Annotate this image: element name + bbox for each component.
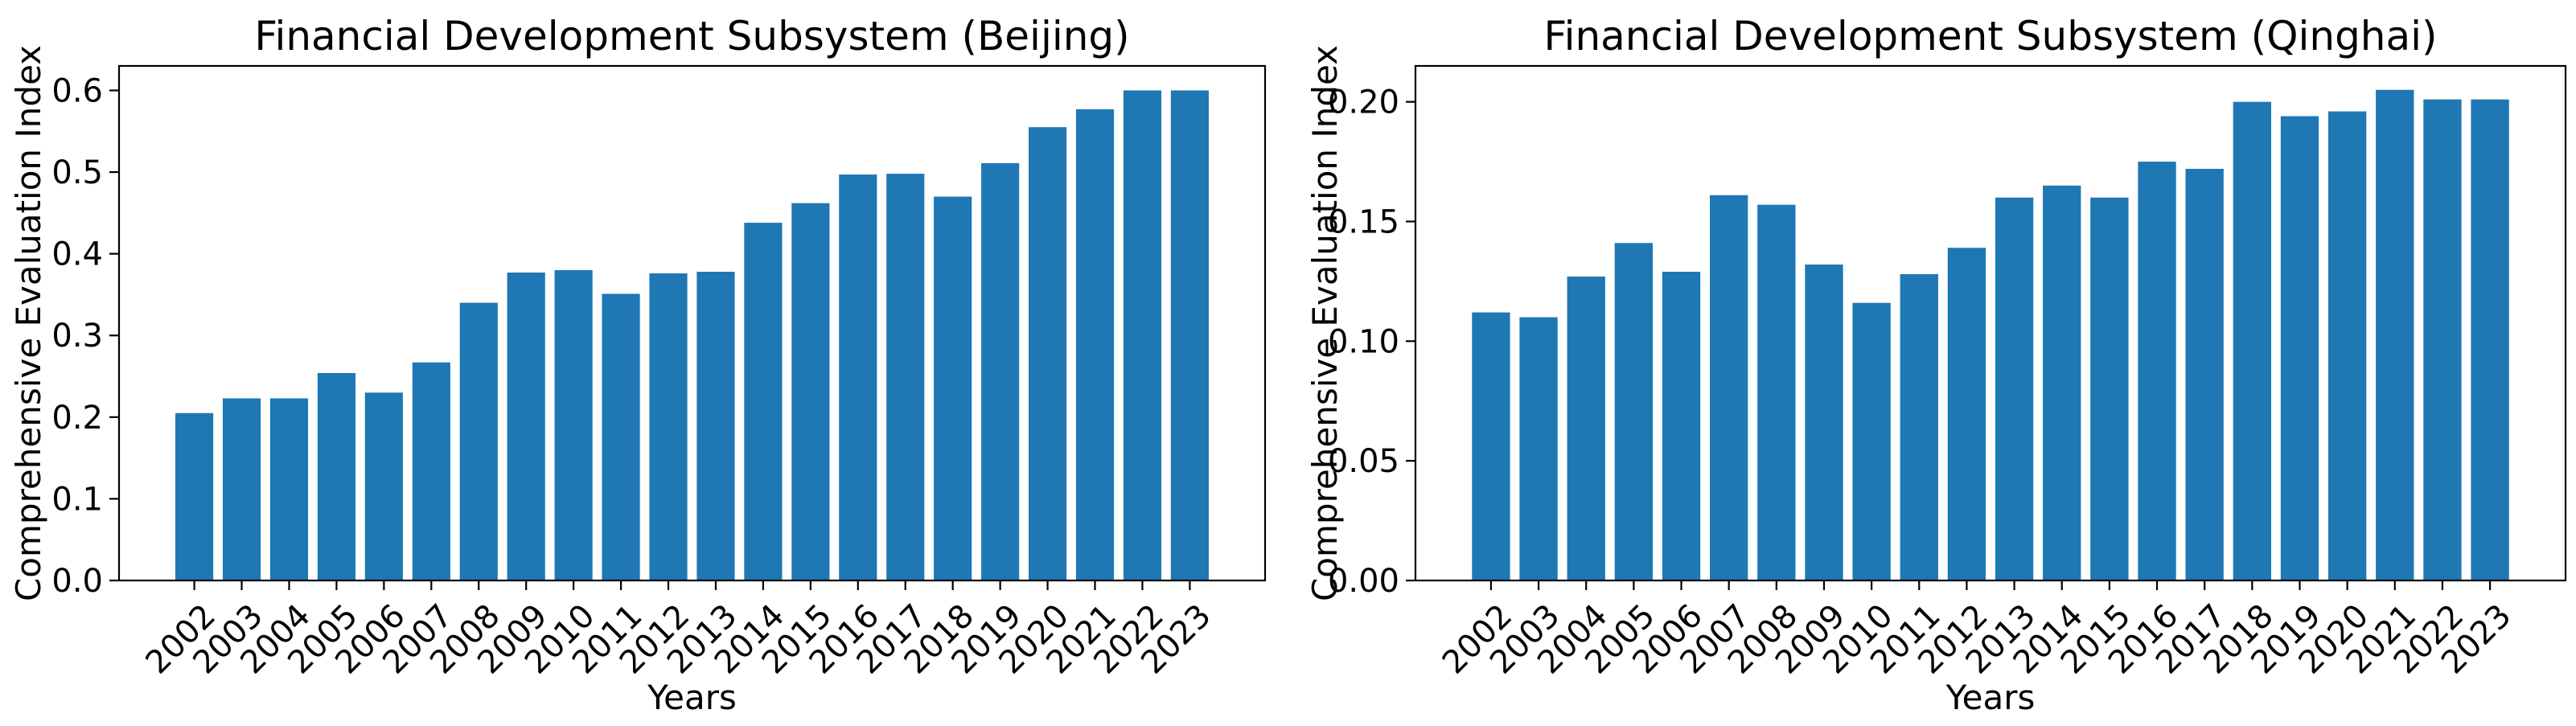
plot-frame — [117, 64, 1267, 582]
y-tick-label: 0.2 — [51, 400, 103, 437]
bar-2007 — [412, 362, 450, 580]
bar-2020 — [1029, 127, 1067, 580]
bar-2006 — [1662, 272, 1701, 580]
y-axis-label: Comprehensive Evaluation Index — [1305, 45, 1345, 601]
bar-2015 — [791, 203, 830, 581]
bar-2011 — [602, 293, 640, 580]
bar-2004 — [1567, 276, 1605, 580]
bar-2012 — [1947, 248, 1986, 580]
bar-2005 — [1614, 243, 1654, 580]
bar-2003 — [1519, 317, 1558, 580]
bar-2018 — [2233, 101, 2271, 580]
bar-2013 — [696, 272, 735, 580]
bar-2021 — [2376, 89, 2414, 580]
x-axis-label: Years — [1945, 678, 2036, 717]
bar-2002 — [175, 412, 214, 580]
chart-panel-0: 0.00.10.20.30.40.50.62002200320042005200… — [9, 13, 1267, 717]
chart-title: Financial Development Subsystem (Beijing… — [254, 13, 1129, 59]
bar-2004 — [269, 398, 309, 580]
bar-2012 — [649, 273, 688, 580]
bar-2008 — [459, 302, 498, 580]
y-tick-label: 0.5 — [51, 154, 103, 191]
bar-2020 — [2327, 111, 2367, 580]
x-axis-label: Years — [647, 678, 737, 717]
bar-2009 — [1805, 265, 1843, 580]
bar-2003 — [222, 398, 261, 580]
bar-2019 — [981, 162, 1020, 580]
bar-2005 — [317, 372, 355, 580]
bar-2007 — [1710, 195, 1748, 581]
plot-frame — [1414, 64, 2567, 582]
bar-2018 — [934, 196, 972, 581]
y-tick-label: 0.6 — [51, 72, 103, 109]
bar-2014 — [744, 223, 783, 580]
bar-2002 — [1472, 312, 1510, 580]
bar-2022 — [2423, 99, 2462, 581]
bar-2022 — [1123, 90, 1162, 581]
bar-2017 — [886, 174, 925, 580]
bar-2006 — [364, 392, 403, 580]
bar-2023 — [2471, 99, 2509, 581]
bar-2015 — [2090, 197, 2129, 580]
bar-2023 — [1170, 90, 1209, 581]
bar-2017 — [2185, 169, 2224, 580]
y-tick-label: 0.1 — [51, 481, 103, 518]
y-tick-label: 0.0 — [51, 563, 103, 600]
y-tick-label: 0.15 — [1328, 203, 1399, 240]
bar-2013 — [1995, 197, 2034, 580]
bar-2010 — [1852, 302, 1891, 580]
y-tick-label: 0.20 — [1328, 84, 1399, 121]
bar-2021 — [1075, 109, 1115, 581]
bar-2016 — [839, 174, 877, 581]
y-tick-label: 0.3 — [51, 318, 103, 355]
bar-2019 — [2280, 116, 2319, 580]
bar-2014 — [2043, 185, 2081, 580]
bar-2008 — [1757, 204, 1796, 580]
y-tick-label: 0.10 — [1328, 323, 1399, 360]
chart-panel-1: 0.000.050.100.150.2020022003200420052006… — [1305, 13, 2567, 717]
y-tick-label: 0.4 — [51, 236, 103, 273]
chart-title: Financial Development Subsystem (Qinghai… — [1543, 13, 2437, 59]
y-tick-label: 0.05 — [1328, 443, 1399, 480]
y-axis-label: Comprehensive Evaluation Index — [9, 45, 48, 601]
bar-2010 — [554, 269, 593, 580]
bar-2011 — [1900, 273, 1938, 580]
bar-2016 — [2138, 162, 2176, 580]
bar-2009 — [507, 273, 545, 580]
y-tick-label: 0.00 — [1328, 563, 1399, 600]
